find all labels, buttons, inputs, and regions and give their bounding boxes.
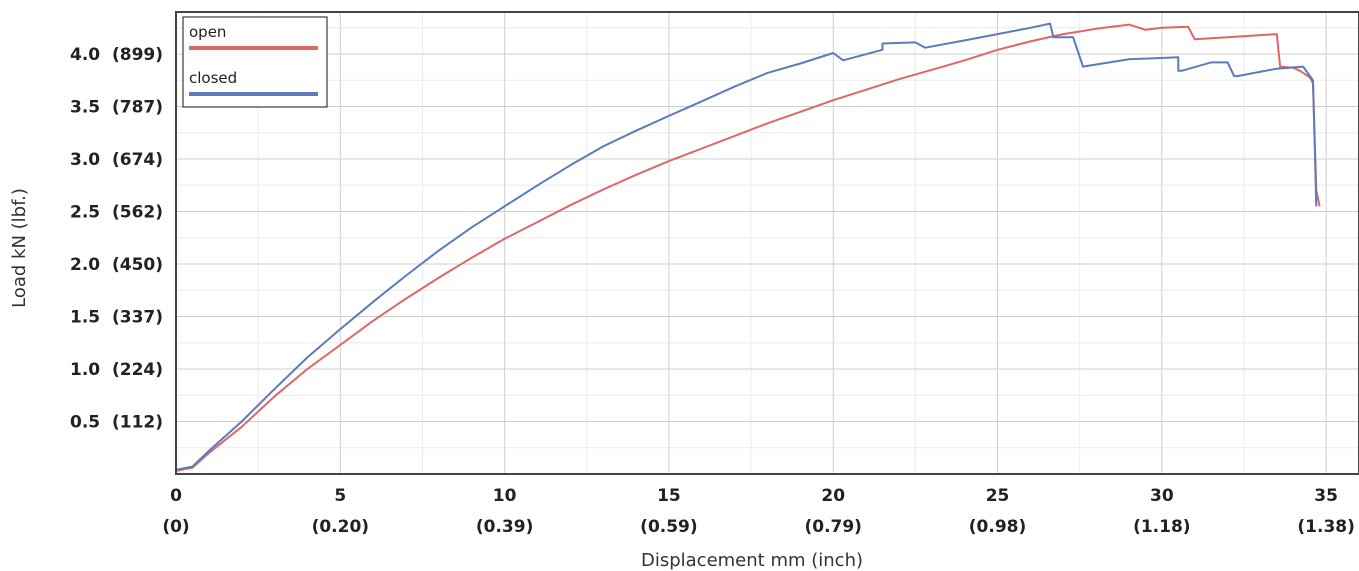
y-tick-label: 2.5 (562) <box>70 203 163 223</box>
series-line-open <box>175 23 1321 472</box>
plot-frame <box>175 11 1359 475</box>
x-tick-label: 25 <box>986 486 1010 506</box>
x-tick-label: 10 <box>493 486 517 506</box>
x-tick-sublabel: (0.20) <box>312 517 369 537</box>
x-tick-label: 20 <box>821 486 845 506</box>
x-tick-sublabel: (0.98) <box>969 517 1026 537</box>
x-axis-label: Displacement mm (inch) <box>641 550 863 571</box>
y-tick-label: 1.5 (337) <box>70 308 163 328</box>
x-tick-label: 0 <box>170 486 182 506</box>
x-tick-label: 35 <box>1314 486 1338 506</box>
x-tick-sublabel: (0.79) <box>804 517 861 537</box>
y-tick-label: 4.0 (899) <box>70 45 163 65</box>
x-tick-sublabel: (1.38) <box>1297 517 1354 537</box>
legend-label-open: open <box>189 23 226 41</box>
y-tick-label: 3.5 (787) <box>70 98 163 118</box>
legend: open closed <box>182 16 328 108</box>
x-tick-sublabel: (0.59) <box>640 517 697 537</box>
x-tick-label: 5 <box>334 486 346 506</box>
y-tick-label: 0.5 (112) <box>70 413 163 433</box>
grid-lines <box>175 12 1359 474</box>
x-tick-sublabel: (1.18) <box>1133 517 1190 537</box>
y-tick-label: 3.0 (674) <box>70 150 163 170</box>
series-lines <box>175 22 1321 472</box>
legend-label-closed: closed <box>189 69 237 87</box>
x-tick-sublabel: (0) <box>162 517 189 537</box>
y-tick-label: 2.0 (450) <box>70 255 163 275</box>
series-line-closed <box>175 22 1318 471</box>
x-tick-label: 15 <box>657 486 681 506</box>
x-tick-sublabel: (0.39) <box>476 517 533 537</box>
y-tick-label: 1.0 (224) <box>70 360 163 380</box>
tick-labels: 0 (0) 5 (0.20) 10 (0.39) 15 (0.59) 20 (0.79) 25 (0.… <box>70 45 1355 537</box>
x-tick-label: 30 <box>1150 486 1174 506</box>
y-axis-label: Load kN (lbf.) <box>9 188 30 308</box>
